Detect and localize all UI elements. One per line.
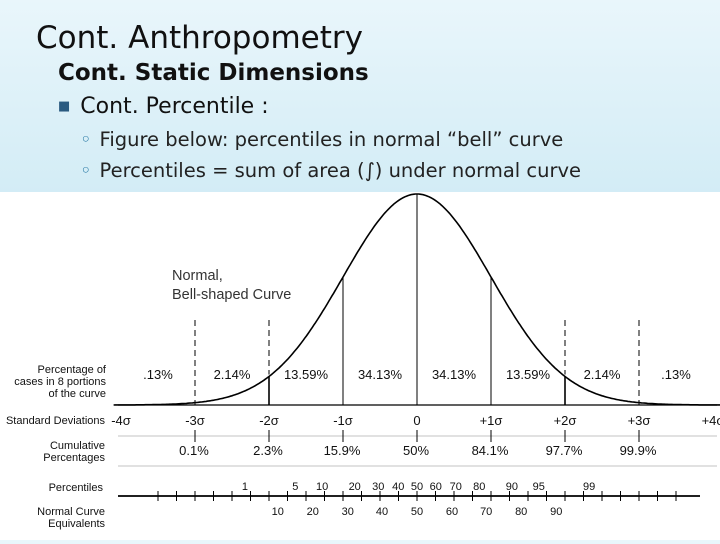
portion-label: .13% [143, 367, 173, 382]
row-label-cumulative: Cumulative [50, 440, 105, 452]
nce-label: 70 [480, 506, 492, 518]
bullet-row: ■ Cont. Percentile : [58, 94, 269, 119]
percentile-label: 95 [533, 481, 545, 493]
portion-label: 13.59% [506, 367, 551, 382]
slide-header: Cont. Anthropometry Cont. Static Dimensi… [0, 0, 720, 192]
sd-tick-label: +4σ [702, 413, 720, 428]
percentile-label: 60 [430, 481, 442, 493]
row-label-percentage: Percentage of [38, 364, 107, 376]
point-1-text: Figure below: percentiles in normal “bel… [99, 128, 564, 151]
cumulative-label: 2.3% [253, 443, 283, 458]
portion-label: 2.14% [214, 367, 251, 382]
portion-label: 13.59% [284, 367, 329, 382]
curve-label: Normal, [172, 268, 223, 284]
nce-label: 50 [411, 506, 423, 518]
slide-title: Cont. Anthropometry [36, 20, 363, 56]
percentile-label: 20 [349, 481, 361, 493]
sd-tick-label: +1σ [480, 413, 503, 428]
bullet-text: Cont. Percentile : [80, 94, 269, 119]
point-2: ◦ Percentiles = sum of area (∫) under nor… [80, 159, 581, 182]
sd-tick-label: +2σ [554, 413, 577, 428]
cumulative-label: 15.9% [324, 443, 361, 458]
sd-tick-label: +3σ [628, 413, 651, 428]
row-label-sd: Standard Deviations [6, 415, 106, 427]
percentile-label: 99 [583, 481, 595, 493]
nce-label: 40 [376, 506, 388, 518]
nce-label: 90 [550, 506, 562, 518]
nce-label: 80 [515, 506, 527, 518]
cumulative-label: 84.1% [472, 443, 509, 458]
portion-label: 2.14% [584, 367, 621, 382]
ring-bullet-icon: ◦ [80, 159, 92, 182]
sd-tick-label: 0 [413, 413, 420, 428]
cumulative-label: 0.1% [179, 443, 209, 458]
nce-label: 10 [272, 506, 284, 518]
percentile-label: 80 [473, 481, 485, 493]
cumulative-label: 97.7% [546, 443, 583, 458]
percentile-label: 1 [242, 481, 248, 493]
normal-curve-figure: Normal, Bell-shaped Curve .13% 2.14% 13.59% 3… [0, 192, 720, 540]
point-1: ◦ Figure below: percentiles in normal “be… [80, 128, 563, 151]
portion-label: .13% [661, 367, 691, 382]
square-bullet-icon: ■ [58, 99, 71, 114]
slide-subtitle: Cont. Static Dimensions [58, 60, 369, 86]
percentile-label: 40 [392, 481, 404, 493]
sd-tick-label: -3σ [185, 413, 205, 428]
sd-tick-label: -2σ [259, 413, 279, 428]
portion-label: 34.13% [358, 367, 403, 382]
nce-label: 60 [446, 506, 458, 518]
percentile-label: 5 [292, 481, 298, 493]
curve-label: Bell-shaped Curve [172, 287, 291, 303]
row-label-cumulative: Percentages [43, 452, 105, 464]
normal-curve-chart: Normal, Bell-shaped Curve .13% 2.14% 13.59% 3… [6, 193, 720, 530]
cumulative-label: 50% [403, 443, 429, 458]
ring-bullet-icon: ◦ [80, 128, 92, 151]
percentile-label: 90 [506, 481, 518, 493]
row-label-nce: Equivalents [48, 518, 105, 530]
cumulative-label: 99.9% [620, 443, 657, 458]
portion-label: 34.13% [432, 367, 477, 382]
point-2-text: Percentiles = sum of area (∫) under norm… [99, 159, 582, 182]
percentile-label: 30 [372, 481, 384, 493]
row-label-percentage: of the curve [49, 388, 106, 400]
percentile-label: 10 [316, 481, 328, 493]
sd-tick-label: -1σ [333, 413, 353, 428]
nce-label: 20 [307, 506, 319, 518]
nce-label: 30 [342, 506, 354, 518]
row-label-nce: Normal Curve [37, 506, 105, 518]
row-label-percentage: cases in 8 portions [14, 376, 106, 388]
row-label-percentiles: Percentiles [49, 482, 104, 494]
percentile-label: 70 [450, 481, 462, 493]
sd-tick-label: -4σ [111, 413, 131, 428]
percentile-label: 50 [411, 481, 423, 493]
